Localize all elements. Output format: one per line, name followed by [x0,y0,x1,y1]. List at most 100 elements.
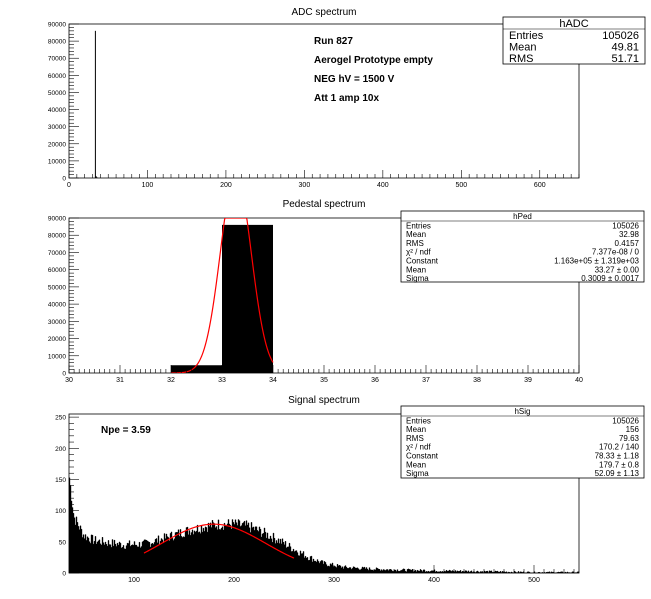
stats-row-value: 49.81 [611,42,639,54]
x-tick-label: 38 [473,377,481,384]
y-tick-label: 40000 [48,107,66,114]
y-tick-label: 70000 [48,56,66,63]
stats-row-value: 51.71 [611,53,639,65]
stats-row-label: Mean [406,425,426,434]
stats-row-value: 170.2 / 140 [599,443,640,452]
x-tick-label: 400 [428,577,440,584]
histogram-bins [68,477,580,574]
y-tick-label: 60000 [48,73,66,80]
y-tick-label: 0 [62,571,66,578]
x-tick-label: 0 [67,182,71,189]
stats-row-label: χ² / ndf [406,443,431,452]
stats-row-value: 7.377e-08 / 0 [592,248,640,257]
y-tick-label: 20000 [48,336,66,343]
y-tick-label: 30000 [48,319,66,326]
y-tick-label: 80000 [48,39,66,46]
y-tick-label: 20000 [48,141,66,148]
chart-annotation: NEG hV = 1500 V [314,74,395,85]
y-tick-label: 40000 [48,302,66,309]
histogram-bin [96,177,98,178]
y-tick-label: 10000 [48,353,66,360]
stats-box-frame [400,405,645,479]
x-tick-label: 100 [128,577,140,584]
x-tick-label: 400 [377,182,389,189]
stats-row-label: Sigma [406,469,429,478]
stats-box-title: hPed [513,212,532,221]
fit-curve-gaussian [143,523,295,559]
x-tick-label: 30 [65,377,73,384]
x-tick-label: 39 [524,377,532,384]
x-tick-label: 36 [371,377,379,384]
stats-row-label: RMS [406,239,424,248]
stats-box-frame [502,16,646,65]
stats-row-label: Mean [406,460,426,469]
stats-row-label: Entries [406,416,431,425]
stats-row-value: 105026 [602,30,639,42]
chart-title: Signal spectrum [288,395,360,406]
x-tick-label: 40 [575,377,583,384]
y-tick-label: 50000 [48,90,66,97]
y-tick-label: 0 [62,371,66,378]
y-tick-label: 250 [55,415,66,422]
stats-box: hSig Entries 105026 Mean 156 RMS 79.63 χ² / ndf… [400,405,645,479]
stats-box: hADC Entries 105026 Mean 49.81 RMS 51.71 [502,16,646,65]
histogram-pad-adc: ADC spectrum 0 100 200 300 400 500 600 0 10000 200… [48,7,646,189]
stats-row-value: 78.33 ± 1.18 [595,452,640,461]
chart-title: ADC spectrum [291,7,356,18]
stats-row-label: χ² / ndf [406,248,431,257]
x-tick-label: 37 [422,377,430,384]
stats-row-value: 33.27 ± 0.00 [595,265,640,274]
stats-row-value: 0.3009 ± 0.0017 [581,274,639,283]
x-tick-label: 31 [116,377,124,384]
stats-row-value: 179.7 ± 0.8 [599,460,640,469]
histogram-bin [222,224,273,373]
histogram-pad-sig: Signal spectrum 100 200 300 400 500 0 50 100 150 2… [55,395,645,584]
fit-curve-gaussian [171,218,274,373]
stats-box-title: hADC [559,18,588,30]
stats-row-value: 105026 [612,221,639,230]
y-tick-label: 70000 [48,250,66,257]
chart-annotation: Npe = 3.59 [101,425,151,436]
y-tick-label: 60000 [48,267,66,274]
stats-row-label: RMS [509,53,533,65]
chart-annotation: Aerogel Prototype empty [314,55,433,66]
x-tick-label: 34 [269,377,277,384]
y-tick-label: 50000 [48,284,66,291]
histogram-bin [95,176,97,178]
y-tick-label: 150 [55,477,66,484]
x-tick-label: 300 [299,182,311,189]
stats-row-value: 105026 [612,416,639,425]
plot-frame [68,23,580,179]
stats-row-value: 1.163e+05 ± 1.319e+03 [554,257,639,266]
histogram-bin [94,30,96,178]
stats-row-value: 0.4157 [615,239,640,248]
x-tick-label: 600 [534,182,546,189]
x-tick-label: 500 [528,577,540,584]
stats-row-label: Mean [406,230,426,239]
chart-title: Pedestal spectrum [283,199,366,210]
x-tick-label: 32 [167,377,175,384]
stats-box-title: hSig [514,407,530,416]
y-tick-label: 10000 [48,158,66,165]
x-tick-label: 200 [228,577,240,584]
stats-row-label: Constant [406,452,439,461]
stats-row-value: 79.63 [619,434,640,443]
y-tick-label: 100 [55,508,66,515]
stats-row-value: 32.98 [619,230,640,239]
stats-row-label: Entries [406,221,431,230]
x-tick-label: 33 [218,377,226,384]
y-tick-label: 50 [59,539,67,546]
stats-row-value: 52.09 ± 1.13 [595,469,640,478]
y-tick-label: 90000 [48,216,66,223]
x-tick-label: 100 [142,182,154,189]
y-tick-label: 200 [55,446,66,453]
x-tick-label: 500 [455,182,467,189]
y-tick-label: 90000 [48,22,66,29]
chart-annotation: Att 1 amp 10x [314,93,379,104]
y-tick-label: 80000 [48,233,66,240]
stats-row-label: RMS [406,434,424,443]
stats-row-value: 156 [626,425,640,434]
